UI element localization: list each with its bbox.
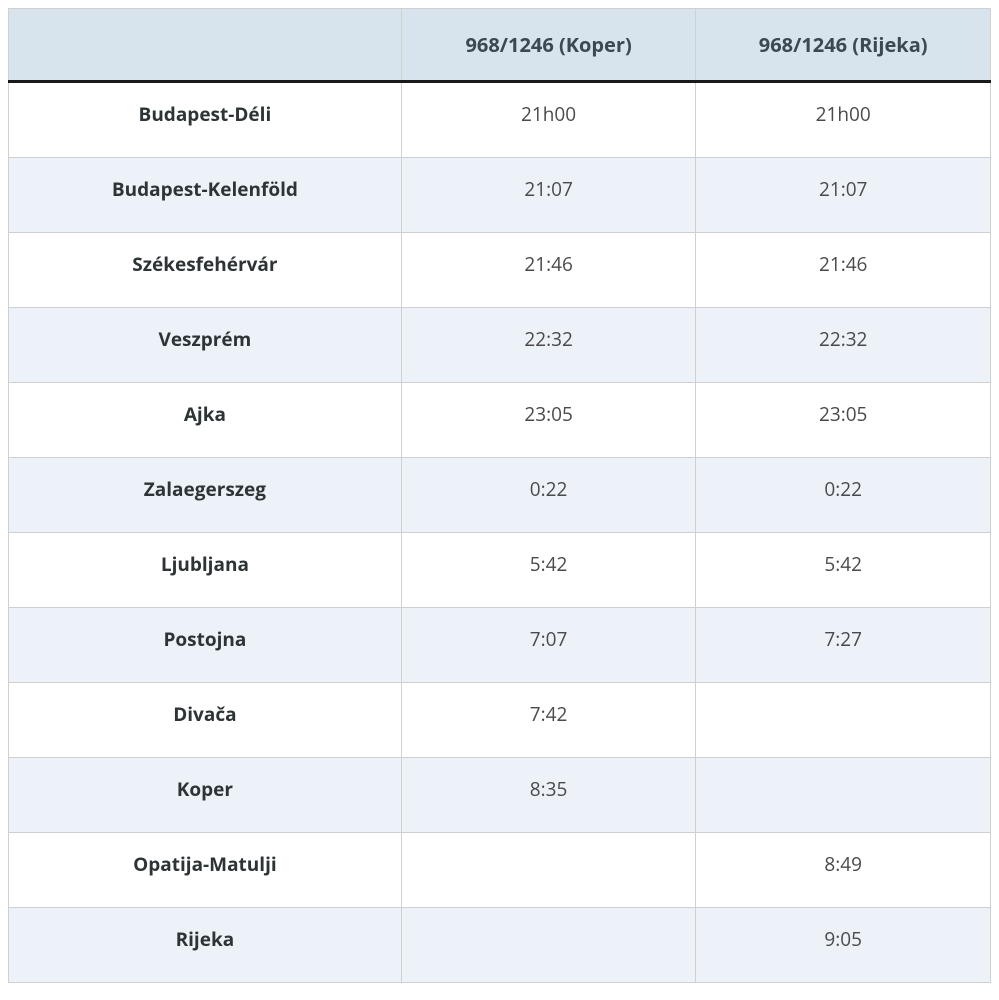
time-cell-rijeka: 23:05	[696, 383, 991, 458]
time-cell-rijeka: 9:05	[696, 908, 991, 983]
table-row: Opatija-Matulji 8:49	[9, 833, 991, 908]
col-header-koper: 968/1246 (Koper)	[401, 9, 696, 82]
table-row: Postojna 7:07 7:27	[9, 608, 991, 683]
time-cell-koper: 7:42	[401, 683, 696, 758]
time-cell-rijeka: 7:27	[696, 608, 991, 683]
time-cell-rijeka: 21:07	[696, 158, 991, 233]
time-cell-koper	[401, 833, 696, 908]
station-cell: Rijeka	[9, 908, 402, 983]
station-cell: Székesfehérvár	[9, 233, 402, 308]
table-row: Budapest-Kelenföld 21:07 21:07	[9, 158, 991, 233]
time-cell-rijeka: 21:46	[696, 233, 991, 308]
station-cell: Budapest-Kelenföld	[9, 158, 402, 233]
timetable: 968/1246 (Koper) 968/1246 (Rijeka) Budap…	[8, 8, 991, 983]
station-cell: Ljubljana	[9, 533, 402, 608]
station-cell: Veszprém	[9, 308, 402, 383]
station-cell: Opatija-Matulji	[9, 833, 402, 908]
time-cell-koper: 7:07	[401, 608, 696, 683]
time-cell-rijeka: 22:32	[696, 308, 991, 383]
table-header-row: 968/1246 (Koper) 968/1246 (Rijeka)	[9, 9, 991, 82]
table-row: Veszprém 22:32 22:32	[9, 308, 991, 383]
table-row: Divača 7:42	[9, 683, 991, 758]
col-header-station	[9, 9, 402, 82]
table-row: Zalaegerszeg 0:22 0:22	[9, 458, 991, 533]
time-cell-koper: 22:32	[401, 308, 696, 383]
time-cell-koper: 8:35	[401, 758, 696, 833]
time-cell-rijeka: 5:42	[696, 533, 991, 608]
time-cell-rijeka	[696, 683, 991, 758]
table-row: Ajka 23:05 23:05	[9, 383, 991, 458]
time-cell-koper: 21h00	[401, 82, 696, 158]
station-cell: Zalaegerszeg	[9, 458, 402, 533]
table-row: Budapest-Déli 21h00 21h00	[9, 82, 991, 158]
table-body: Budapest-Déli 21h00 21h00 Budapest-Kelen…	[9, 82, 991, 983]
time-cell-rijeka: 21h00	[696, 82, 991, 158]
time-cell-rijeka: 8:49	[696, 833, 991, 908]
station-cell: Budapest-Déli	[9, 82, 402, 158]
table-row: Ljubljana 5:42 5:42	[9, 533, 991, 608]
table-row: Koper 8:35	[9, 758, 991, 833]
station-cell: Postojna	[9, 608, 402, 683]
time-cell-koper: 21:46	[401, 233, 696, 308]
table-row: Székesfehérvár 21:46 21:46	[9, 233, 991, 308]
station-cell: Koper	[9, 758, 402, 833]
time-cell-koper: 21:07	[401, 158, 696, 233]
time-cell-koper: 0:22	[401, 458, 696, 533]
time-cell-koper: 5:42	[401, 533, 696, 608]
col-header-rijeka: 968/1246 (Rijeka)	[696, 9, 991, 82]
time-cell-rijeka	[696, 758, 991, 833]
station-cell: Ajka	[9, 383, 402, 458]
time-cell-rijeka: 0:22	[696, 458, 991, 533]
time-cell-koper: 23:05	[401, 383, 696, 458]
time-cell-koper	[401, 908, 696, 983]
station-cell: Divača	[9, 683, 402, 758]
table-row: Rijeka 9:05	[9, 908, 991, 983]
